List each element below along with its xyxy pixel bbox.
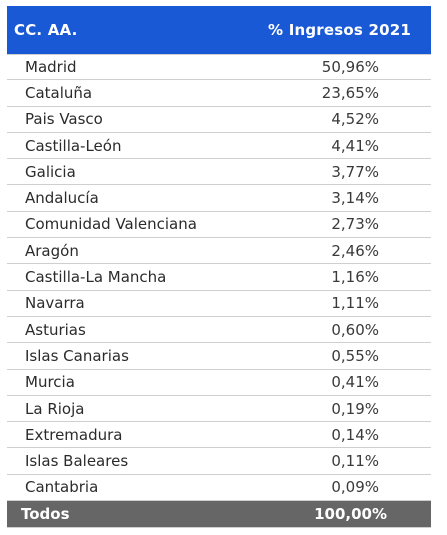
region-name: Galicia xyxy=(25,162,76,181)
region-name: Islas Baleares xyxy=(25,452,129,471)
income-percent: 0,14% xyxy=(331,425,379,444)
table-row: Murcia 0,41% xyxy=(7,370,431,396)
income-percent: 2,73% xyxy=(331,215,379,234)
income-percent: 1,11% xyxy=(331,294,379,313)
total-value: 100,00% xyxy=(314,505,387,524)
region-name: Castilla-La Mancha xyxy=(25,268,167,287)
region-name: Castilla-León xyxy=(25,136,122,155)
income-percent: 50,96% xyxy=(321,58,379,77)
region-name: Asturias xyxy=(25,320,86,339)
region-name: Madrid xyxy=(25,58,77,77)
table-row: Andalucía 3,14% xyxy=(7,185,431,212)
income-table: CC. AA. % Ingresos 2021 Madrid 50,96% Cata… xyxy=(7,6,431,529)
income-percent: 4,41% xyxy=(331,136,379,155)
region-name: Cataluña xyxy=(25,83,93,102)
income-percent: 2,46% xyxy=(331,241,379,260)
table-row: Aragón 2,46% xyxy=(7,238,431,265)
total-label: Todos xyxy=(21,505,70,524)
income-percent: 23,65% xyxy=(321,83,379,102)
region-name: Islas Canarias xyxy=(25,346,129,365)
region-name: Aragón xyxy=(25,241,79,260)
income-percent: 0,09% xyxy=(331,478,379,497)
income-percent: 0,55% xyxy=(331,346,379,365)
header-income-percent: % Ingresos 2021 xyxy=(268,21,411,39)
table-row: Islas Baleares 0,11% xyxy=(7,448,431,475)
region-name: La Rioja xyxy=(25,399,85,418)
region-name: Cantabria xyxy=(25,478,99,497)
table-row: Galicia 3,77% xyxy=(7,159,431,186)
table-row: Asturias 0,60% xyxy=(7,317,431,344)
income-percent: 1,16% xyxy=(331,268,379,287)
table-row: Cantabria 0,09% xyxy=(7,475,431,502)
table-row: Comunidad Valenciana 2,73% xyxy=(7,212,431,239)
table-row: Navarra 1,11% xyxy=(7,291,431,317)
table-row: Extremadura 0,14% xyxy=(7,422,431,449)
income-percent: 3,77% xyxy=(331,162,379,181)
income-percent: 0,11% xyxy=(331,452,379,471)
table-row: La Rioja 0,19% xyxy=(7,396,431,423)
region-name: Extremadura xyxy=(25,425,123,444)
region-name: Murcia xyxy=(25,373,75,392)
header-region: CC. AA. xyxy=(14,21,78,39)
income-percent: 0,41% xyxy=(331,373,379,392)
table-row: Islas Canarias 0,55% xyxy=(7,343,431,370)
region-name: Comunidad Valenciana xyxy=(25,215,197,234)
income-percent: 0,60% xyxy=(331,320,379,339)
table-row: Pais Vasco 4,52% xyxy=(7,107,431,133)
table-row: Castilla-León 4,41% xyxy=(7,133,431,160)
table-row: Madrid 50,96% xyxy=(7,54,431,81)
region-name: Navarra xyxy=(25,294,85,313)
region-name: Andalucía xyxy=(25,189,99,208)
region-name: Pais Vasco xyxy=(25,110,103,129)
income-percent: 0,19% xyxy=(331,399,379,418)
income-percent: 4,52% xyxy=(331,110,379,129)
income-percent: 3,14% xyxy=(331,189,379,208)
table-row: Cataluña 23,65% xyxy=(7,80,431,107)
table-header: CC. AA. % Ingresos 2021 xyxy=(7,6,431,54)
table-body: Madrid 50,96% Cataluña 23,65% Pais Vasco 4,52… xyxy=(7,54,431,502)
table-row: Castilla-La Mancha 1,16% xyxy=(7,264,431,291)
total-row: Todos 100,00% xyxy=(7,501,431,528)
